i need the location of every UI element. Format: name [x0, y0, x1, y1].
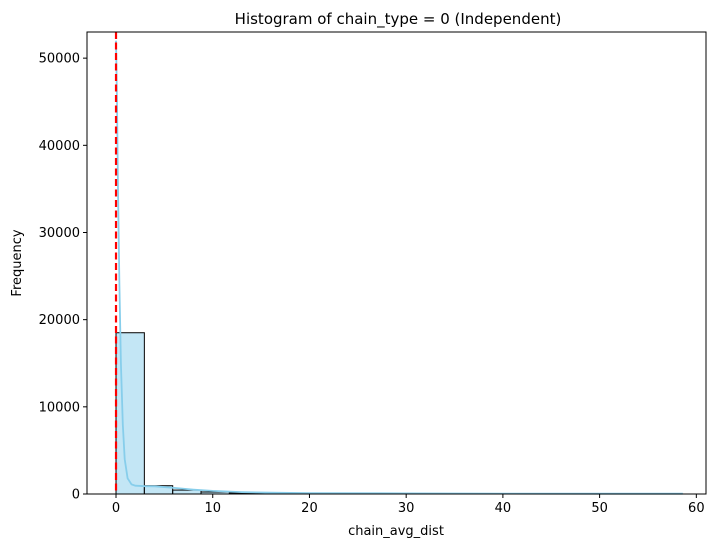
x-tick-label: 10: [204, 501, 221, 516]
x-axis-label: chain_avg_dist: [348, 524, 444, 539]
x-tick-label: 20: [301, 501, 318, 516]
x-axis: 0 10 20 30 40 50 60: [112, 494, 705, 516]
y-tick-label: 50000: [39, 52, 80, 67]
y-tick-label: 40000: [39, 139, 80, 154]
x-tick-label: 50: [591, 501, 608, 516]
x-tick-label: 0: [112, 501, 120, 516]
chart-title: Histogram of chain_type = 0 (Independent…: [235, 10, 562, 29]
y-tick-label: 20000: [39, 313, 80, 328]
x-tick-label: 40: [495, 501, 512, 516]
y-tick-label: 0: [72, 488, 80, 503]
y-tick-label: 10000: [39, 400, 80, 415]
plot-frame: [86, 31, 707, 495]
y-axis: 0 10000 20000 30000 40000 50000: [39, 52, 87, 503]
y-axis-label: Frequency: [10, 229, 25, 296]
x-tick-label: 30: [398, 501, 415, 516]
x-tick-label: 60: [688, 501, 705, 516]
kde-curve: [115, 40, 683, 495]
kde-layer: [115, 40, 683, 495]
y-tick-label: 30000: [39, 226, 80, 241]
